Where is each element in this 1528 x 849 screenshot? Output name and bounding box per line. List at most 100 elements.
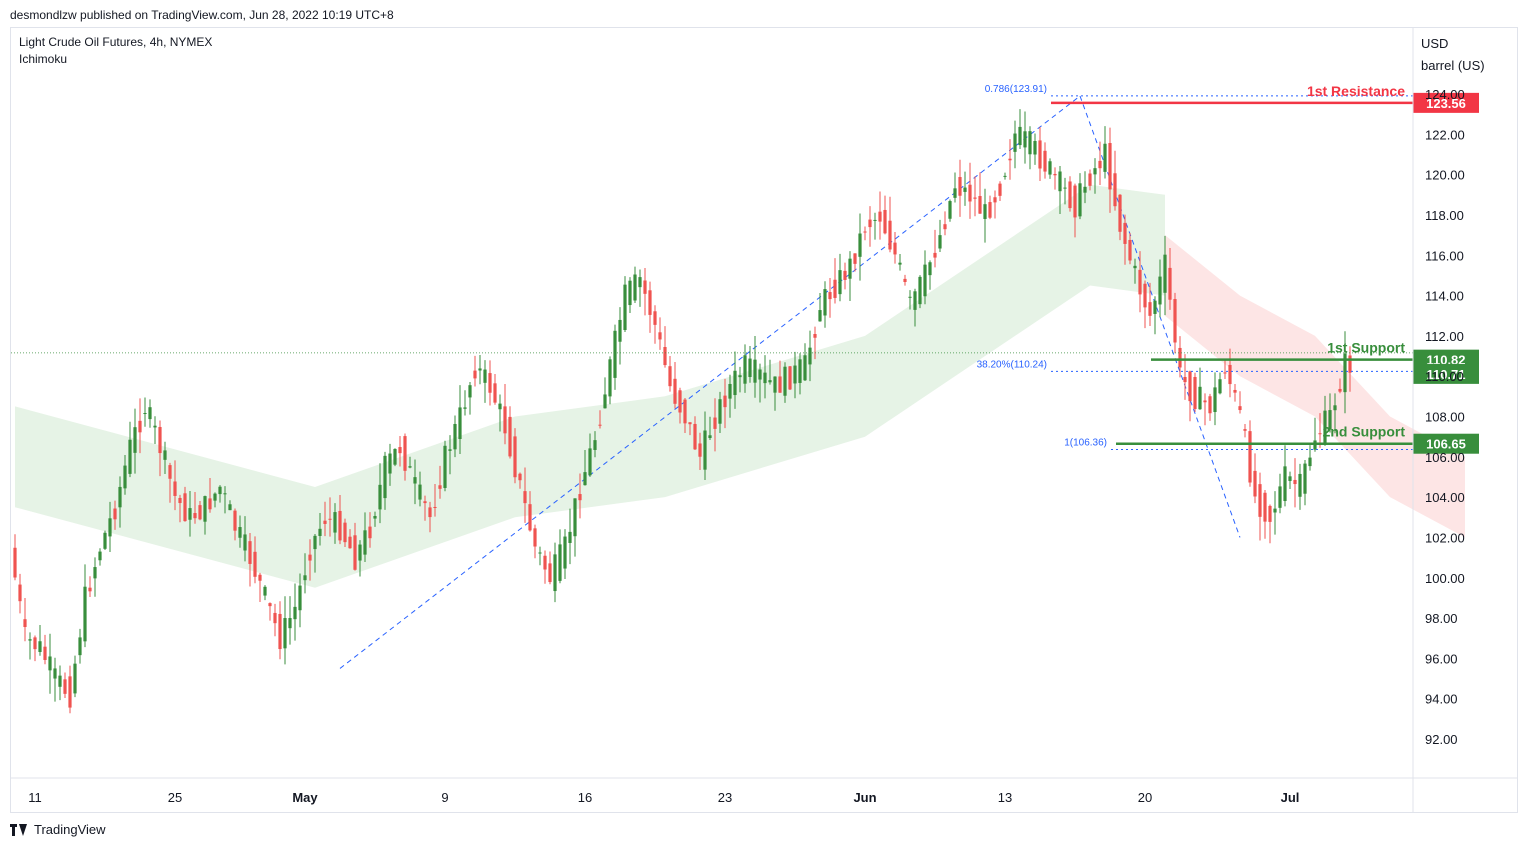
candle-body xyxy=(1243,429,1247,431)
candle-body xyxy=(1083,186,1087,193)
candle-body xyxy=(868,219,872,228)
candle-body xyxy=(1043,150,1047,172)
candle-body xyxy=(438,485,442,489)
candle-body xyxy=(583,472,587,486)
indicator-label: Ichimoku xyxy=(19,52,67,66)
candle-body xyxy=(1228,364,1232,385)
candle-body xyxy=(578,494,582,501)
candle-body xyxy=(468,385,472,398)
candle-body xyxy=(758,369,762,380)
candle-body xyxy=(833,279,837,298)
candle-body xyxy=(238,527,242,538)
candle-body xyxy=(338,510,342,541)
candle-body xyxy=(573,498,577,537)
candle-body xyxy=(638,277,642,288)
candle-body xyxy=(118,486,122,508)
candle-body xyxy=(23,619,27,628)
x-tick-label: 9 xyxy=(441,790,448,805)
candle-body xyxy=(1278,486,1282,508)
candle-body xyxy=(213,493,217,501)
candle-body xyxy=(708,435,712,439)
candle-body xyxy=(233,510,237,531)
candle-body xyxy=(553,554,557,592)
candle-body xyxy=(1183,376,1187,383)
candle-body xyxy=(753,359,757,383)
candle-body xyxy=(1328,410,1332,430)
candle-body xyxy=(53,668,57,679)
candle-body xyxy=(973,197,977,199)
candle-body xyxy=(1173,299,1177,343)
candle-body xyxy=(363,530,367,555)
candle-body xyxy=(1078,183,1082,217)
candle-body xyxy=(313,535,317,550)
candle-body xyxy=(1093,168,1097,175)
candle-body xyxy=(243,534,247,551)
candle-body xyxy=(608,359,612,397)
candle-body xyxy=(1238,406,1242,411)
candle-body xyxy=(508,416,512,457)
candle-body xyxy=(388,453,392,474)
candle-body xyxy=(1133,265,1137,269)
x-tick-label: 11 xyxy=(28,790,42,805)
candle-body xyxy=(123,465,127,489)
candle-body xyxy=(1218,379,1222,394)
candle-body xyxy=(1103,143,1107,172)
candle-body xyxy=(528,504,532,531)
candle-body xyxy=(1163,254,1167,293)
candle-body xyxy=(173,481,177,496)
candle-body xyxy=(728,383,732,399)
candle-body xyxy=(323,520,327,524)
candle-body xyxy=(848,258,852,279)
candle-body xyxy=(668,366,672,387)
candle-body xyxy=(298,585,302,611)
candle-body xyxy=(428,507,432,518)
candle-body xyxy=(1018,126,1022,146)
fib-trendline-up xyxy=(339,95,1081,669)
candle-body xyxy=(1073,185,1077,218)
candle-body xyxy=(923,264,927,297)
candle-body xyxy=(598,424,602,426)
candle-body xyxy=(398,447,402,454)
candle-body xyxy=(443,445,447,488)
candle-body xyxy=(458,407,462,440)
candle-body xyxy=(523,491,527,504)
tradingview-logo-icon xyxy=(10,823,28,836)
candle-body xyxy=(958,177,962,196)
candle-body xyxy=(273,612,277,624)
candle-body xyxy=(673,378,677,404)
candle-body xyxy=(183,493,187,522)
candle-body xyxy=(593,440,597,450)
footer-brand[interactable]: TradingView xyxy=(10,822,106,837)
candle-body xyxy=(88,587,92,592)
chart-frame[interactable]: 0.786(123.91) 38.20%(110.24) 1(106.36) 1st … xyxy=(10,27,1518,813)
candle-body xyxy=(1233,389,1237,393)
level-name-label: 1st Resistance xyxy=(1307,83,1405,99)
x-tick-label: 13 xyxy=(998,790,1012,805)
candle-body xyxy=(663,347,667,366)
candle-body xyxy=(1058,171,1062,192)
candle-body xyxy=(1048,161,1052,175)
ichimoku-cloud-bearish xyxy=(1165,235,1465,538)
candle-body xyxy=(648,290,652,315)
candle-body xyxy=(128,439,132,474)
candle-body xyxy=(343,522,347,543)
price-tag-bg xyxy=(1413,92,1479,113)
candle-body xyxy=(203,496,207,522)
candle-body xyxy=(548,563,552,583)
candle-body xyxy=(1098,160,1102,169)
candle-body xyxy=(678,390,682,413)
candle-body xyxy=(558,544,562,581)
candle-body xyxy=(778,376,782,393)
candle-body xyxy=(1303,463,1307,494)
candle-body xyxy=(948,201,952,219)
ichimoku-cloud-bullish xyxy=(15,184,1165,588)
candle-body xyxy=(1148,302,1152,316)
candle-body xyxy=(1268,505,1272,522)
candle-body xyxy=(738,375,742,378)
candle-body xyxy=(1333,405,1337,411)
candle-body xyxy=(293,606,297,620)
candle-body xyxy=(998,183,1002,196)
candle-body xyxy=(503,406,507,434)
candle-body xyxy=(698,443,702,457)
price-chart[interactable]: 0.786(123.91) 38.20%(110.24) 1(106.36) 1st … xyxy=(11,28,1517,812)
